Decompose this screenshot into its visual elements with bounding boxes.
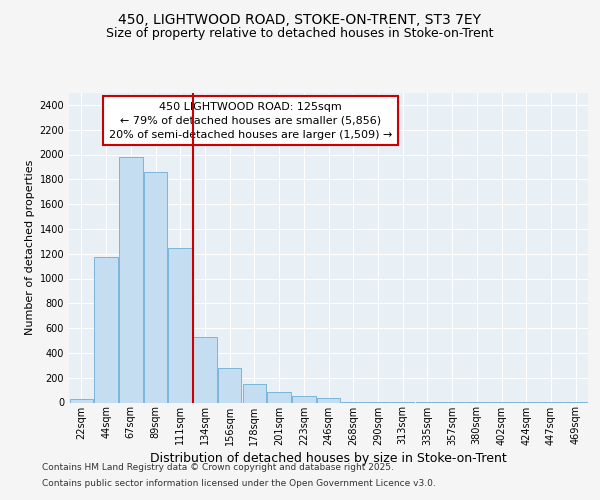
Bar — [242, 384, 266, 402]
Text: 450, LIGHTWOOD ROAD, STOKE-ON-TRENT, ST3 7EY: 450, LIGHTWOOD ROAD, STOKE-ON-TRENT, ST3… — [119, 12, 482, 26]
Bar — [218, 368, 241, 402]
Text: Contains public sector information licensed under the Open Government Licence v3: Contains public sector information licen… — [42, 478, 436, 488]
Bar — [193, 338, 217, 402]
Bar — [317, 398, 340, 402]
Bar — [144, 172, 167, 402]
Bar — [292, 396, 316, 402]
Bar — [119, 157, 143, 402]
Bar — [94, 258, 118, 402]
X-axis label: Distribution of detached houses by size in Stoke-on-Trent: Distribution of detached houses by size … — [150, 452, 507, 464]
Y-axis label: Number of detached properties: Number of detached properties — [25, 160, 35, 335]
Bar — [70, 399, 93, 402]
Text: 450 LIGHTWOOD ROAD: 125sqm
← 79% of detached houses are smaller (5,856)
20% of s: 450 LIGHTWOOD ROAD: 125sqm ← 79% of deta… — [109, 102, 392, 140]
Text: Size of property relative to detached houses in Stoke-on-Trent: Size of property relative to detached ho… — [106, 28, 494, 40]
Bar — [169, 248, 192, 402]
Bar — [268, 392, 291, 402]
Text: Contains HM Land Registry data © Crown copyright and database right 2025.: Contains HM Land Registry data © Crown c… — [42, 464, 394, 472]
